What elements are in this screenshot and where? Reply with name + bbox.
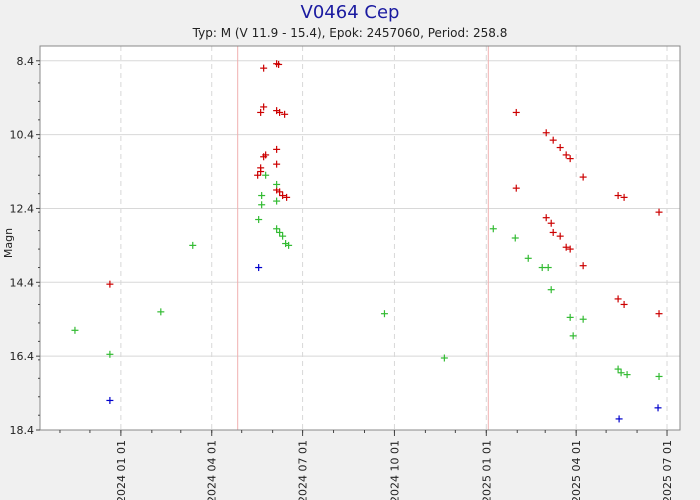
- data-point: [273, 160, 281, 168]
- data-point: [260, 64, 268, 72]
- chart-title: V0464 Cep: [301, 2, 400, 23]
- data-point: [547, 219, 555, 227]
- maximum-lines: [237, 46, 489, 430]
- data-point: [273, 197, 281, 205]
- data-point: [380, 310, 388, 318]
- data-point: [547, 286, 555, 294]
- data-point: [283, 193, 291, 201]
- data-point: [655, 310, 663, 318]
- data-point: [614, 192, 622, 200]
- y-axis-label: Magn: [2, 228, 15, 258]
- data-point: [440, 354, 448, 362]
- data-point: [189, 241, 197, 249]
- data-point: [623, 371, 631, 379]
- data-point: [655, 372, 663, 380]
- data-point: [106, 280, 114, 288]
- data-point: [579, 262, 587, 270]
- data-point: [562, 243, 570, 251]
- data-point: [569, 332, 577, 340]
- x-tick-label: 2025 07 01: [661, 440, 674, 500]
- y-tick-label: 18.4: [10, 424, 35, 437]
- plot-area: [40, 46, 680, 430]
- data-point: [544, 264, 552, 272]
- data-point: [273, 225, 281, 233]
- data-point: [511, 234, 519, 242]
- data-point: [71, 326, 79, 334]
- data-point: [106, 396, 114, 404]
- x-tick-label: 2025 01 01: [480, 440, 493, 500]
- data-point: [615, 415, 623, 423]
- data-point: [549, 228, 557, 236]
- data-point: [617, 369, 625, 377]
- data-point: [254, 171, 262, 179]
- data-point: [279, 192, 287, 200]
- data-point: [579, 315, 587, 323]
- data-point: [258, 192, 266, 200]
- data-point: [538, 264, 546, 272]
- x-tick-label: 2024 04 01: [206, 440, 219, 500]
- data-point: [556, 232, 564, 240]
- data-point: [562, 151, 570, 159]
- x-tick-label: 2024 07 01: [297, 440, 310, 500]
- data-point: [257, 164, 265, 172]
- data-point: [281, 110, 289, 118]
- data-point: [549, 136, 557, 144]
- data-point: [566, 313, 574, 321]
- x-tick-label: 2024 01 01: [115, 440, 128, 500]
- data-point: [276, 188, 284, 196]
- data-point: [620, 300, 628, 308]
- data-point: [260, 103, 268, 111]
- data-point: [654, 404, 662, 412]
- x-tick-label: 2025 04 01: [570, 440, 583, 500]
- data-point: [255, 264, 263, 272]
- data-point: [512, 184, 520, 192]
- data-point: [566, 155, 574, 163]
- x-tick-label: 2024 10 01: [388, 440, 401, 500]
- data-point: [614, 365, 622, 373]
- data-point: [106, 350, 114, 358]
- data-point: [524, 254, 532, 262]
- y-tick-label: 12.4: [10, 202, 35, 215]
- plot-border: [39, 45, 681, 431]
- data-point: [258, 201, 266, 209]
- y-axis: 8.4 10.4 12.4 14.4 16.4 18.4: [10, 55, 40, 437]
- data-point: [614, 295, 622, 303]
- data-point: [655, 208, 663, 216]
- data-point: [556, 144, 564, 152]
- data-point: [512, 108, 520, 116]
- data-point: [276, 228, 284, 236]
- data-point: [285, 241, 293, 249]
- y-tick-label: 14.4: [10, 276, 35, 289]
- data-point: [276, 108, 284, 116]
- data-point: [273, 180, 281, 188]
- data-point: [279, 232, 287, 240]
- chart-subtitle: Typ: M (V 11.9 - 15.4), Epok: 2457060, P…: [192, 26, 508, 40]
- y-tick-label: 8.4: [17, 55, 35, 68]
- data-point: [273, 145, 281, 153]
- data-point: [542, 214, 550, 222]
- data-point: [262, 151, 270, 159]
- data-points: [71, 60, 663, 423]
- data-point: [262, 171, 270, 179]
- y-tick-label: 16.4: [10, 350, 35, 363]
- y-tick-label: 10.4: [10, 129, 35, 142]
- data-point: [255, 216, 263, 224]
- data-point: [566, 245, 574, 253]
- data-point: [579, 173, 587, 181]
- data-point: [157, 308, 165, 316]
- data-point: [542, 129, 550, 137]
- data-point: [620, 193, 628, 201]
- x-axis: 2024 01 01 2024 04 01 2024 07 01 2024 10 01…: [59, 430, 674, 500]
- data-point: [257, 108, 265, 116]
- data-point: [273, 60, 281, 68]
- data-point: [489, 225, 497, 233]
